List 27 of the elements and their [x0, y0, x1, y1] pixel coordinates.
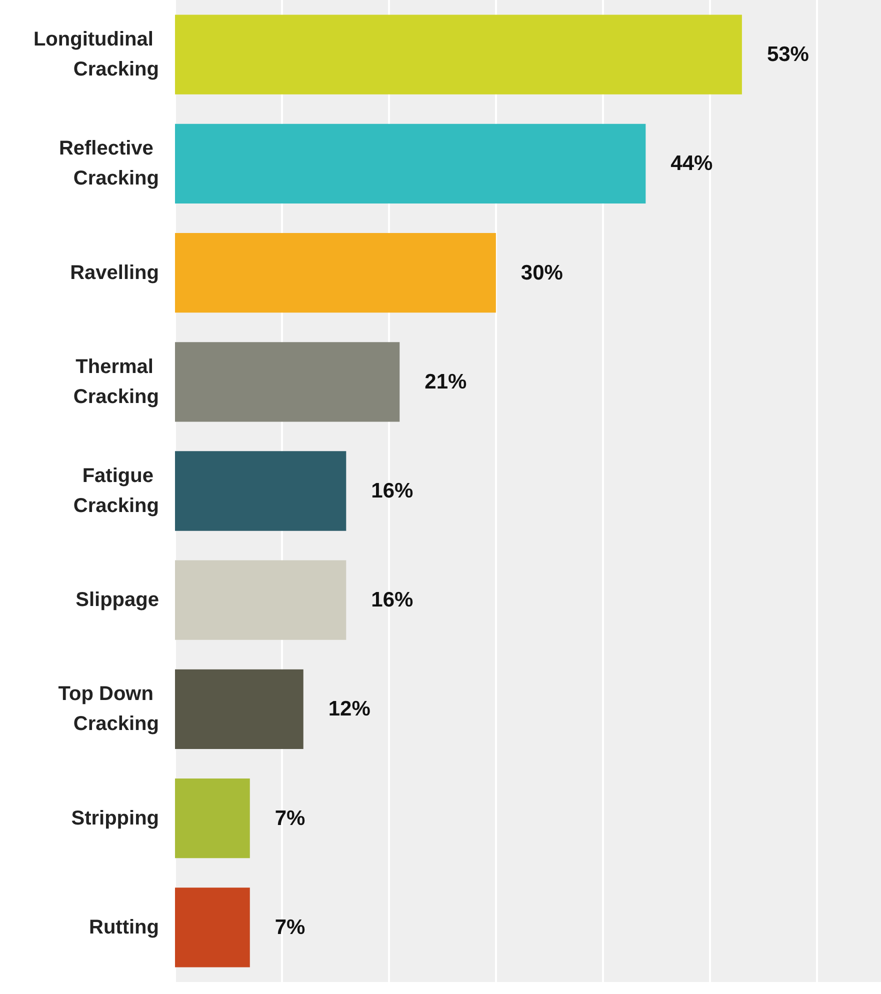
- y-tick-label: Fatigue Cracking: [73, 465, 159, 517]
- y-tick-label: Slippage: [76, 589, 159, 612]
- bar: [175, 451, 346, 531]
- y-tick-label: Ravelling: [70, 262, 159, 284]
- data-label: 7%: [274, 916, 306, 939]
- y-tick-label: Top Down Cracking: [58, 683, 159, 736]
- bar: [175, 560, 346, 640]
- y-tick-label: Reflective Cracking: [58, 138, 159, 190]
- bar: [175, 14, 742, 94]
- data-label: 7%: [274, 806, 306, 830]
- data-label: 16%: [371, 480, 414, 502]
- data-label: 44%: [670, 152, 714, 176]
- data-label: 30%: [520, 261, 564, 284]
- data-label: 16%: [371, 588, 414, 612]
- bar: [175, 232, 496, 313]
- data-label: 12%: [328, 698, 371, 721]
- y-tick-label: Rutting: [89, 916, 159, 938]
- bar: [175, 778, 250, 858]
- bar: [175, 342, 400, 422]
- data-label: 21%: [424, 370, 467, 394]
- y-tick-label: Longitudinal Cracking: [33, 28, 159, 81]
- bar: [175, 669, 304, 750]
- bar: [175, 888, 250, 968]
- data-label: 53%: [766, 43, 810, 66]
- y-tick-label: Thermal Cracking: [73, 356, 159, 408]
- bar: [175, 124, 646, 204]
- y-tick-label: Stripping: [71, 807, 159, 830]
